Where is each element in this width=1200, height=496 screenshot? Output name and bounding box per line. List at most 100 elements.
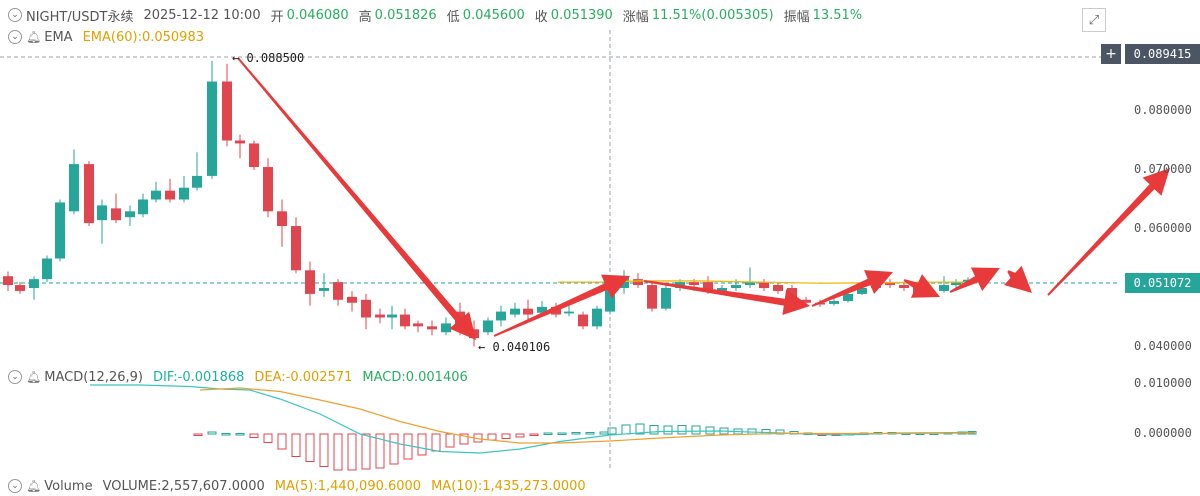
candle-body bbox=[192, 175, 202, 188]
macd-histogram-bar bbox=[431, 433, 441, 452]
trend-arrow bbox=[1047, 168, 1170, 296]
trend-arrow bbox=[237, 57, 476, 341]
candle-body bbox=[773, 285, 783, 291]
change-label: 涨幅 bbox=[622, 9, 649, 25]
fullscreen-icon[interactable]: ⤢ bbox=[1082, 8, 1106, 32]
candle-body bbox=[885, 282, 895, 286]
candle-body bbox=[939, 285, 949, 291]
candle-body bbox=[633, 279, 643, 286]
collapse-icon[interactable]: ⌄ bbox=[8, 30, 22, 44]
candle-body bbox=[305, 270, 315, 294]
collapse-icon[interactable]: ⌄ bbox=[8, 370, 22, 384]
macd-histogram-bar bbox=[677, 425, 687, 435]
ma10-value: MA(10):1,435,273.0000 bbox=[431, 478, 586, 494]
change-value: 11.51%(0.005305) bbox=[651, 7, 774, 23]
macd-histogram-bar bbox=[557, 432, 567, 435]
candle-body bbox=[111, 208, 121, 221]
close-value: 0.051390 bbox=[550, 7, 613, 23]
low-value: 0.045600 bbox=[462, 7, 525, 23]
min-price-annotation: ← 0.040106 bbox=[478, 340, 551, 354]
candle-body bbox=[441, 323, 451, 333]
macd-axis-label: 0.010000 bbox=[1134, 376, 1192, 390]
macd-histogram-bar bbox=[333, 433, 343, 471]
candle-body bbox=[523, 308, 533, 315]
candle-body bbox=[29, 279, 39, 288]
candle-body bbox=[413, 323, 423, 327]
macd-histogram-bar bbox=[501, 433, 511, 439]
bell-icon[interactable]: 🔔︎ bbox=[26, 370, 42, 384]
candle-body bbox=[801, 299, 811, 303]
current-price-tag: 0.051072 bbox=[1125, 273, 1200, 293]
macd-histogram-bar bbox=[607, 427, 617, 435]
crosshair-price-tag: 0.089415 bbox=[1125, 44, 1200, 64]
macd-histogram-bar bbox=[361, 433, 371, 470]
candle-body bbox=[717, 288, 727, 291]
macd-axis-label: 0.000000 bbox=[1134, 426, 1192, 440]
candle-body bbox=[165, 190, 175, 200]
trend-arrow bbox=[903, 274, 940, 298]
candle-body bbox=[3, 276, 13, 286]
candle-body bbox=[97, 205, 107, 221]
candle-body bbox=[731, 285, 741, 288]
candle-body bbox=[347, 296, 357, 303]
add-alert-button[interactable]: + bbox=[1101, 44, 1121, 64]
trend-arrow bbox=[493, 274, 630, 337]
bell-icon[interactable]: 🔔︎ bbox=[26, 479, 42, 493]
low-label: 低 bbox=[446, 9, 460, 25]
macd-histogram-bar bbox=[235, 433, 245, 436]
candle-body bbox=[759, 282, 769, 288]
trend-arrow bbox=[1004, 265, 1032, 293]
macd-histogram-bar bbox=[207, 431, 217, 435]
volume-legend: ⌄ 🔔︎ Volume VOLUME:2,557,607.0000 MA(5):… bbox=[8, 476, 586, 496]
macd-histogram-bar bbox=[571, 432, 581, 435]
candle-body bbox=[661, 288, 671, 309]
candle-body bbox=[578, 314, 588, 327]
price-axis-label: 0.080000 bbox=[1134, 103, 1192, 117]
ma5-value: MA(5):1,440,090.6000 bbox=[274, 478, 422, 494]
macd-histogram-bar bbox=[459, 433, 469, 445]
chart-canvas[interactable] bbox=[0, 0, 1200, 486]
macd-name: MACD(12,26,9) bbox=[44, 369, 143, 385]
macd-histogram-bar bbox=[487, 433, 497, 441]
candle-body bbox=[483, 320, 493, 333]
amplitude-value: 13.51% bbox=[812, 7, 863, 23]
ohlc-info-bar: ⌄ NIGHT/USDT永续 2025-12-12 10:00 开 0.0460… bbox=[8, 4, 862, 26]
candle-body bbox=[125, 211, 135, 218]
candle-body bbox=[361, 299, 371, 318]
macd-histogram-bar bbox=[417, 433, 427, 456]
candle-body bbox=[951, 282, 961, 286]
collapse-icon[interactable]: ⌄ bbox=[8, 479, 22, 493]
candle-body bbox=[843, 293, 853, 301]
macd-histogram-bar bbox=[291, 433, 301, 457]
candle-body bbox=[537, 306, 547, 313]
price-axis-label: 0.070000 bbox=[1134, 162, 1192, 176]
collapse-icon[interactable]: ⌄ bbox=[8, 8, 22, 22]
macd-histogram-bar bbox=[347, 433, 357, 471]
high-label: 高 bbox=[358, 9, 372, 25]
open-value: 0.046080 bbox=[286, 7, 349, 23]
macd-histogram-bar bbox=[319, 433, 329, 467]
candle-body bbox=[235, 140, 245, 144]
candle-body bbox=[42, 258, 52, 280]
macd-histogram-bar bbox=[515, 433, 525, 438]
volume-value: VOLUME:2,557,607.0000 bbox=[102, 478, 265, 494]
macd-histogram-bar bbox=[305, 433, 315, 462]
dif-value: DIF:-0.001868 bbox=[152, 369, 245, 385]
candle-body bbox=[857, 288, 867, 294]
ema-legend: ⌄ 🔔︎ EMA EMA(60):0.050983 bbox=[8, 27, 204, 47]
macd-histogram-bar bbox=[543, 432, 553, 435]
candle-body bbox=[222, 81, 232, 141]
candle-body bbox=[15, 285, 25, 291]
min-price-value: 0.040106 bbox=[492, 340, 551, 354]
macd-histogram-bar bbox=[663, 425, 673, 435]
dea-value: DEA:-0.002571 bbox=[254, 369, 353, 385]
trend-arrow bbox=[949, 267, 1000, 293]
bell-icon[interactable]: 🔔︎ bbox=[26, 30, 42, 44]
price-axis-label: 0.040000 bbox=[1134, 339, 1192, 353]
dea-line bbox=[199, 387, 976, 444]
candle-body bbox=[263, 167, 273, 212]
candle-body bbox=[689, 282, 699, 286]
candle-body bbox=[151, 190, 161, 200]
high-value: 0.051826 bbox=[374, 7, 437, 23]
trend-arrow bbox=[643, 280, 810, 315]
